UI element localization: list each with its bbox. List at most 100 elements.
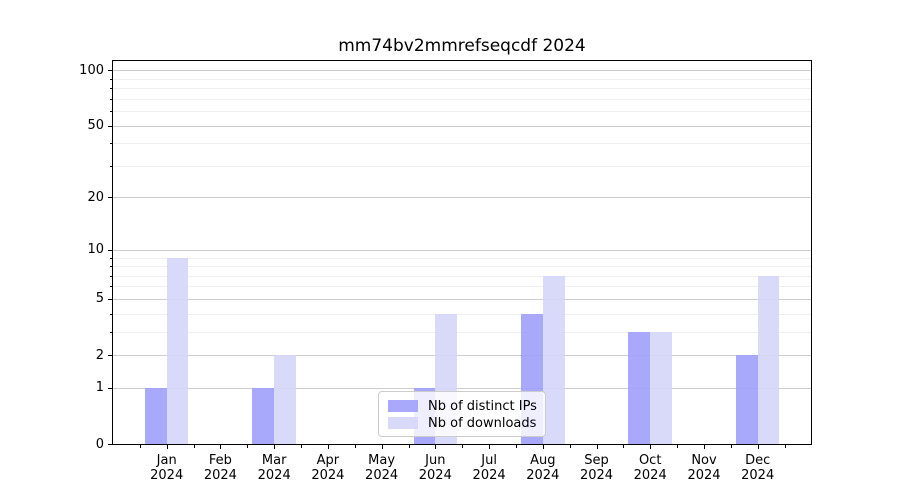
grid-line-minor	[113, 110, 811, 112]
legend-label: Nb of downloads	[428, 415, 537, 431]
y-tick-mark	[108, 70, 112, 72]
y-minor-tick-mark	[110, 266, 112, 267]
x-tick-mark	[274, 445, 276, 449]
bar-downloads	[757, 275, 780, 444]
x-tick-mark	[650, 445, 652, 449]
grid-line-minor	[113, 331, 811, 333]
x-tick-label: Sep 2024	[579, 453, 614, 483]
grid-line-major	[113, 387, 811, 389]
x-minor-tick-mark	[247, 445, 249, 448]
grid-line-major	[113, 125, 811, 127]
x-minor-tick-mark	[677, 445, 679, 448]
bar-downloads	[542, 275, 565, 444]
bar-downloads	[650, 331, 672, 444]
grid-line-minor	[113, 165, 811, 167]
y-tick-label: 1	[95, 380, 104, 396]
y-tick-mark	[108, 197, 112, 199]
grid-line-major	[113, 70, 811, 72]
x-minor-tick-mark	[623, 445, 625, 448]
y-tick-mark	[108, 444, 112, 445]
x-tick-label: Aug 2024	[526, 453, 560, 483]
x-tick-label: Nov 2024	[687, 453, 721, 483]
y-tick-label: 0	[95, 436, 104, 452]
x-tick-mark	[704, 445, 705, 449]
grid-line-minor	[113, 266, 811, 267]
bar-distinct-ips	[252, 387, 275, 444]
bar-downloads	[166, 257, 189, 444]
legend: Nb of distinct IPs Nb of downloads	[378, 391, 546, 437]
y-tick-label: 10	[87, 242, 104, 258]
bar-distinct-ips	[144, 387, 167, 444]
y-minor-tick-mark	[110, 88, 112, 89]
y-minor-tick-mark	[110, 286, 112, 288]
y-tick-label: 5	[95, 291, 104, 307]
grid-line-minor	[113, 88, 811, 89]
x-tick-label: Jun 2024	[418, 453, 452, 483]
x-minor-tick-mark	[515, 445, 517, 448]
y-minor-tick-mark	[110, 110, 112, 112]
grid-line-minor	[113, 313, 811, 315]
x-tick-label: Apr 2024	[311, 453, 345, 483]
x-minor-tick-mark	[193, 445, 195, 448]
y-tick-mark	[108, 298, 112, 300]
y-tick-label: 2	[95, 347, 104, 363]
x-tick-mark	[757, 445, 759, 449]
x-tick-mark	[381, 445, 383, 449]
x-tick-label: Feb 2024	[203, 453, 237, 483]
y-tick-mark	[108, 125, 112, 127]
x-minor-tick-mark	[569, 445, 571, 448]
x-tick-label: Oct 2024	[633, 453, 667, 483]
x-tick-label: Jan 2024	[150, 453, 184, 483]
y-minor-tick-mark	[110, 257, 112, 259]
grid-line-minor	[113, 286, 811, 288]
x-tick-label: Dec 2024	[741, 453, 775, 483]
y-tick-mark	[108, 249, 112, 251]
grid-line-minor	[113, 275, 811, 277]
x-tick-label: Mar 2024	[257, 453, 291, 483]
grid-line-major	[113, 249, 811, 251]
y-tick-label: 100	[79, 62, 104, 78]
x-tick-mark	[220, 445, 222, 449]
x-minor-tick-mark	[730, 445, 732, 448]
x-minor-tick-mark	[301, 445, 302, 448]
legend-item: Nb of distinct IPs	[388, 398, 537, 414]
x-minor-tick-mark	[462, 445, 464, 448]
bar-distinct-ips	[735, 355, 758, 444]
x-tick-mark	[596, 445, 598, 449]
legend-label: Nb of distinct IPs	[428, 398, 537, 414]
grid-line-minor	[113, 143, 811, 145]
chart-title: mm74bv2mmrefseqcdf 2024	[338, 36, 586, 56]
y-minor-tick-mark	[110, 275, 112, 277]
x-tick-label: May 2024	[365, 453, 399, 483]
x-tick-mark	[166, 445, 168, 449]
y-minor-tick-mark	[110, 78, 112, 80]
plot-area: Nb of distinct IPs Nb of downloads	[112, 60, 812, 445]
x-tick-mark	[489, 445, 491, 449]
x-tick-label: Jul 2024	[472, 453, 506, 483]
y-tick-mark	[108, 387, 112, 389]
grid-line-major	[113, 298, 811, 300]
x-tick-mark	[435, 445, 437, 449]
x-minor-tick-mark	[139, 445, 141, 448]
x-tick-mark	[542, 445, 544, 449]
legend-swatch	[388, 400, 418, 412]
grid-line-minor	[113, 257, 811, 259]
bar-downloads	[274, 355, 296, 444]
y-minor-tick-mark	[110, 331, 112, 333]
x-tick-mark	[327, 445, 329, 449]
y-tick-label: 20	[87, 189, 104, 205]
x-minor-tick-mark	[408, 445, 410, 448]
y-minor-tick-mark	[110, 165, 112, 167]
grid-line-major	[113, 355, 811, 356]
y-minor-tick-mark	[110, 98, 112, 100]
grid-line-minor	[113, 78, 811, 80]
y-minor-tick-mark	[110, 143, 112, 145]
bar-distinct-ips	[628, 331, 651, 444]
legend-swatch	[388, 417, 418, 429]
y-tick-mark	[108, 355, 112, 356]
y-tick-label: 50	[87, 118, 104, 133]
grid-line-major	[113, 197, 811, 199]
x-minor-tick-mark	[784, 445, 786, 448]
legend-item: Nb of downloads	[388, 415, 536, 431]
